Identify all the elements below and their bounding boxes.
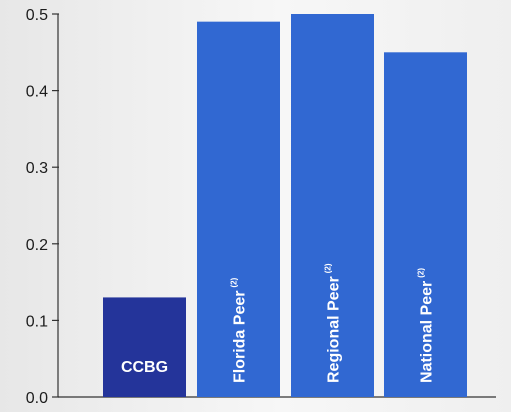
bar-label-group: National Peer (2) xyxy=(417,268,436,383)
bar-label-group: Regional Peer (2) xyxy=(324,263,343,383)
bar-label-superscript: (2) xyxy=(417,268,426,278)
bar-label: National Peer xyxy=(419,281,436,383)
y-tick-label: 0.3 xyxy=(26,160,48,177)
y-tick-label: 0.2 xyxy=(26,237,48,254)
bar-national-peer xyxy=(384,52,467,398)
bar-label-superscript: (2) xyxy=(324,263,333,273)
y-tick-label: 0.0 xyxy=(26,390,48,407)
bar-label-group: Florida Peer (2) xyxy=(230,277,249,383)
bar-regional-peer xyxy=(291,14,374,397)
y-tick-label: 0.1 xyxy=(26,313,48,330)
chart-bars xyxy=(103,14,467,398)
bar-label-superscript: (2) xyxy=(230,277,239,287)
bar-ccbg xyxy=(103,297,186,397)
bar-label: Regional Peer xyxy=(326,276,343,383)
bar-label: CCBG xyxy=(121,359,168,376)
y-tick-label: 0.5 xyxy=(26,7,48,24)
chart-bar-labels: CCBG Florida Peer(2) Regional Peer(2)Natio… xyxy=(121,263,436,383)
bar-florida-peer xyxy=(197,21,280,397)
y-tick-label: 0.4 xyxy=(26,84,48,101)
bar-label: Florida Peer xyxy=(232,291,249,383)
